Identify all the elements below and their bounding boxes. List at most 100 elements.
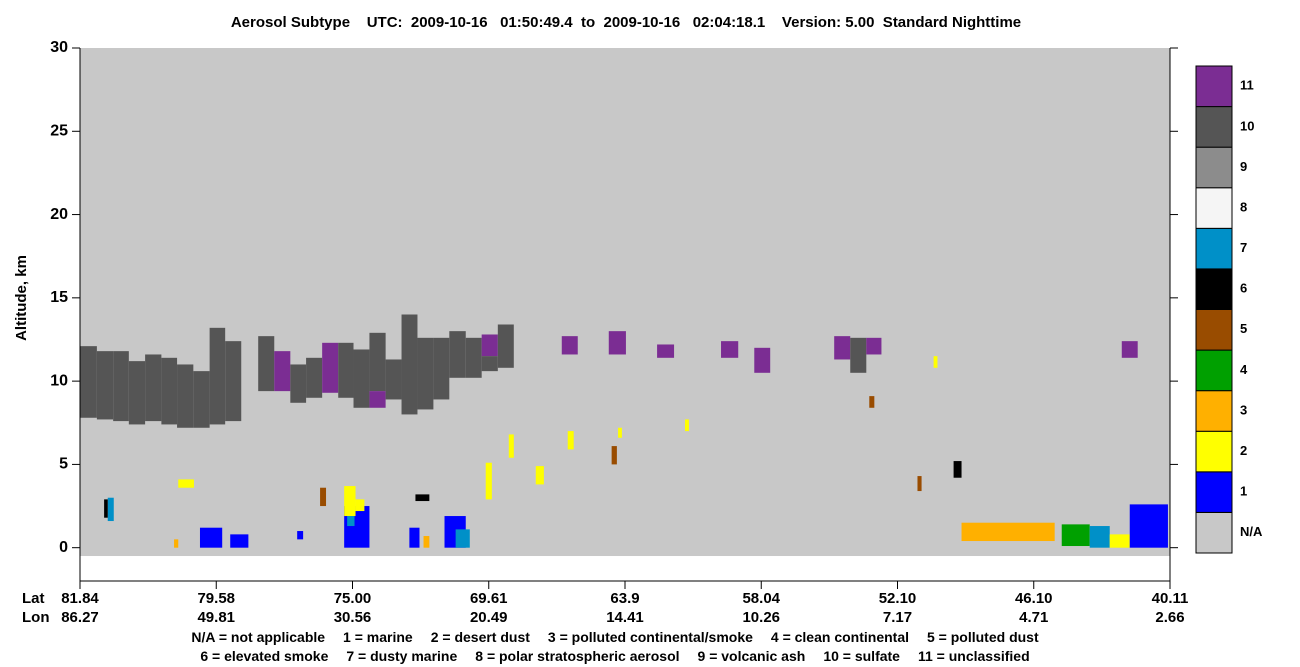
lat-row-label: Lat <box>22 590 45 607</box>
lon-tick-label: 4.71 <box>1019 609 1048 626</box>
legend-entry: 7 = dusty marine <box>346 648 458 664</box>
colorbar-swatch <box>1195 430 1233 473</box>
aerosol-cell <box>193 371 210 428</box>
aerosol-cell <box>369 391 386 408</box>
aerosol-cell <box>113 351 129 422</box>
aerosol-cell <box>449 331 466 378</box>
aerosol-cell <box>433 337 450 400</box>
aerosol-cell <box>1061 524 1090 547</box>
aerosol-cell <box>96 351 114 420</box>
colorbar-label: 4 <box>1240 362 1248 377</box>
x-tick-label: 75.00 <box>334 590 372 607</box>
aerosol-cell <box>1109 534 1130 548</box>
legend-entry: 11 = unclassified <box>917 648 1030 664</box>
aerosol-cell <box>306 357 323 398</box>
aerosol-cell <box>535 466 544 485</box>
aerosol-cell <box>401 314 418 415</box>
y-tick-label: 30 <box>50 39 68 56</box>
y-axis-label: Altitude, km <box>13 255 30 341</box>
aerosol-cell <box>258 336 275 392</box>
colorbar-swatch <box>1195 65 1233 108</box>
legend-entry: 2 = desert dust <box>430 629 530 645</box>
aerosol-cell <box>338 342 354 398</box>
aerosol-cell <box>657 344 675 358</box>
colorbar-label: 11 <box>1240 78 1254 93</box>
x-tick-label: 40.11 <box>1152 590 1189 607</box>
legend-row: N/A = not applicable 1 = marine 2 = desert… <box>0 629 1230 645</box>
aerosol-cell <box>320 487 327 507</box>
na-background <box>80 48 1170 557</box>
aerosol-cell <box>209 327 226 425</box>
aerosol-cell <box>409 527 420 548</box>
aerosol-cell <box>754 347 771 373</box>
colorbar-swatch <box>1195 146 1233 189</box>
chart-title: Aerosol Subtype UTC: 2009-10-16 01:50:49… <box>231 14 1021 31</box>
legend-entry: N/A = not applicable <box>191 629 326 645</box>
aerosol-cell <box>274 351 291 392</box>
aerosol-cell <box>174 539 179 548</box>
lon-tick-label: 10.26 <box>742 609 780 626</box>
colorbar-swatch <box>1195 227 1233 270</box>
aerosol-cell <box>953 461 962 478</box>
legend-entry: 1 = marine <box>343 629 413 645</box>
aerosol-cell <box>869 396 875 408</box>
aerosol-cell <box>608 331 626 355</box>
colorbar-swatch <box>1195 390 1233 432</box>
legend-entry: 9 = volcanic ash <box>697 648 806 664</box>
lon-tick-label: 49.81 <box>197 609 235 626</box>
legend-entry: 5 = polluted dust <box>927 629 1039 645</box>
aerosol-cell <box>834 336 851 360</box>
aerosol-cell <box>933 356 938 368</box>
aerosol-cell <box>561 336 578 355</box>
y-tick-label: 15 <box>50 289 68 306</box>
aerosol-cell <box>684 419 689 432</box>
aerosol-cell <box>611 446 617 465</box>
colorbar-label: 3 <box>1240 402 1247 417</box>
aerosol-cell <box>455 529 470 548</box>
aerosol-cell <box>618 427 622 438</box>
y-tick-label: 10 <box>50 372 68 389</box>
aerosol-cell <box>423 536 430 548</box>
colorbar-swatch <box>1195 106 1233 148</box>
aerosol-cell <box>850 337 867 373</box>
colorbar-label: 8 <box>1240 199 1247 214</box>
aerosol-cell <box>417 337 434 410</box>
lon-row-label: Lon <box>22 609 50 626</box>
x-tick-label: 81.84 <box>61 590 99 607</box>
legend-entry: 8 = polar stratospheric aerosol <box>475 648 680 664</box>
colorbar-swatch <box>1195 187 1233 229</box>
colorbar-swatch <box>1195 309 1233 351</box>
aerosol-cell <box>161 357 178 425</box>
aerosol-cell <box>353 349 370 408</box>
colorbar-label: 1 <box>1240 484 1247 499</box>
legend-row: 6 = elevated smoke 7 = dusty marine 8 = po… <box>0 648 1230 664</box>
colorbar-label: N/A <box>1240 524 1263 539</box>
x-tick-label: 46.10 <box>1015 590 1053 607</box>
aerosol-cell <box>497 324 514 368</box>
aerosol-cell <box>481 334 498 357</box>
x-tick-label: 79.58 <box>197 590 235 607</box>
lon-tick-label: 2.66 <box>1155 609 1184 626</box>
x-tick-label: 63.9 <box>610 590 639 607</box>
aerosol-cell <box>917 476 922 492</box>
aerosol-cell <box>355 499 365 512</box>
legend-entry: 4 = clean continental <box>770 629 909 645</box>
aerosol-cell <box>199 527 223 548</box>
y-tick-label: 0 <box>59 539 68 556</box>
y-tick-label: 25 <box>50 123 68 140</box>
aerosol-cell <box>866 337 882 355</box>
aerosol-cell <box>508 434 514 458</box>
aerosol-cell <box>297 531 304 540</box>
colorbar-label: 5 <box>1240 321 1247 336</box>
lon-tick-label: 20.49 <box>470 609 508 626</box>
colorbar-swatch <box>1195 511 1233 554</box>
aerosol-cell <box>178 479 194 488</box>
aerosol-cell <box>415 494 430 502</box>
colorbar-label: 7 <box>1240 240 1247 255</box>
aerosol-cell <box>177 364 194 428</box>
aerosol-cell <box>567 431 574 450</box>
lon-tick-label: 86.27 <box>61 609 99 626</box>
aerosol-cell <box>230 534 249 548</box>
aerosol-cell <box>721 341 739 358</box>
legend-entry: 6 = elevated smoke <box>200 648 329 664</box>
